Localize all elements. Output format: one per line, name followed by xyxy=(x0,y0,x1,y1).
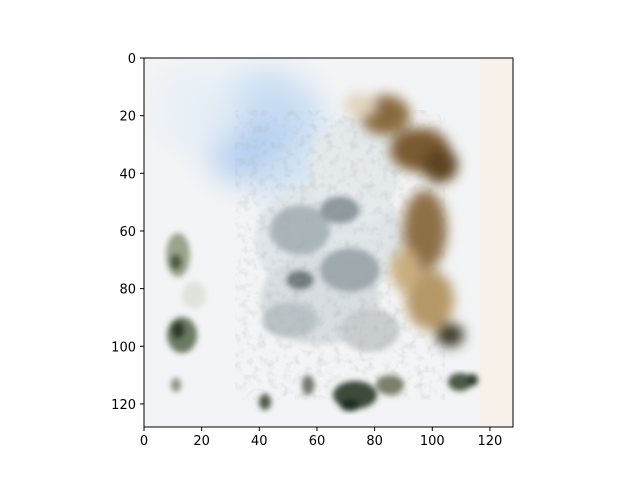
x-tick-label: 100 xyxy=(420,434,445,449)
y-tick-label: 0 xyxy=(128,52,136,67)
y-tick-label: 80 xyxy=(119,283,136,298)
y-tick-label: 120 xyxy=(111,398,136,413)
x-tick-label: 40 xyxy=(251,434,268,449)
right-edge-tint xyxy=(480,58,513,427)
y-tick-label: 20 xyxy=(119,110,136,125)
y-tick-label: 100 xyxy=(111,340,136,355)
x-tick-label: 20 xyxy=(193,434,210,449)
y-axis: 0 20 40 60 80 100 120 xyxy=(111,52,144,413)
x-tick-label: 80 xyxy=(366,434,383,449)
x-tick-label: 120 xyxy=(478,434,503,449)
x-axis: 0 20 40 60 80 100 120 xyxy=(140,427,502,449)
y-tick-label: 60 xyxy=(119,225,136,240)
brown-fur-shape xyxy=(344,93,464,347)
y-tick-label: 40 xyxy=(119,167,136,182)
x-tick-label: 60 xyxy=(309,434,326,449)
left-blotches xyxy=(166,233,206,392)
generated-image xyxy=(144,58,513,427)
bottom-blotches xyxy=(259,373,478,411)
x-tick-label: 0 xyxy=(140,434,148,449)
plot-frame xyxy=(143,57,514,428)
